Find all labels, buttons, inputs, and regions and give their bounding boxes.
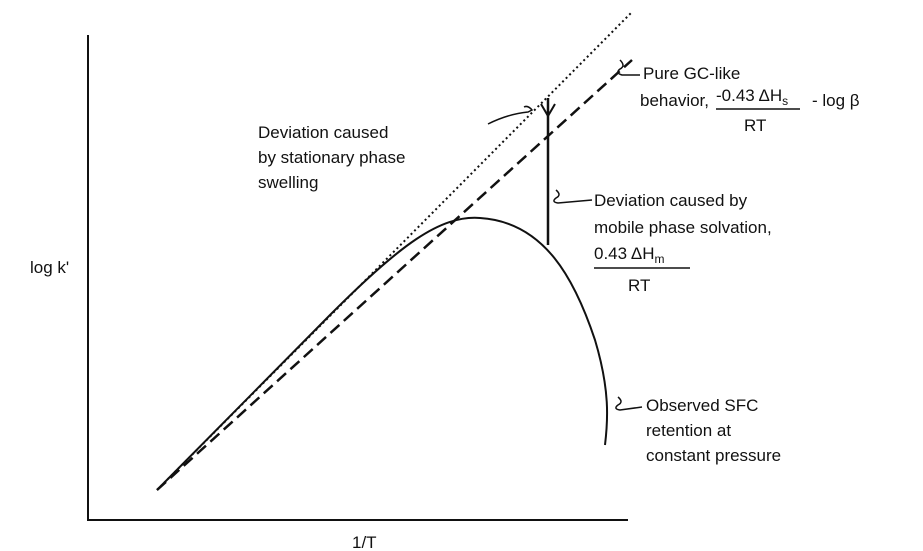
annotation-text: swelling [258,173,318,192]
dotted-line [156,11,633,491]
subscript: s [782,94,788,108]
annotation-text: Observed SFC [646,396,758,415]
annotation-text: mobile phase solvation, [594,218,772,237]
leader [615,396,643,411]
fraction-numerator: 0.43 ΔHm [594,244,665,266]
annotation-text: constant pressure [646,446,781,465]
fraction-denominator: RT [628,276,650,295]
annotation-text: behavior, [640,91,709,110]
annotation-text: by stationary phase [258,148,405,167]
subscript: m [655,252,665,266]
annotation-text: - log β [812,91,860,110]
annotation-text: retention at [646,421,731,440]
observed-curve [156,216,609,491]
leader [553,189,593,204]
dashed-line [156,59,633,491]
numerator-text: -0.43 ΔH [716,86,782,105]
annotation-text: Pure GC-like [643,64,740,83]
fraction-denominator: RT [744,116,766,135]
numerator-text: 0.43 ΔH [594,244,655,263]
fraction-numerator: -0.43 ΔHs [716,86,788,108]
leader [617,59,640,76]
annotation-text: Deviation caused by [594,191,748,210]
annotation-text: Deviation caused [258,123,388,142]
arrow-head [540,103,556,118]
leader [487,105,534,125]
y-axis-label: log k' [30,258,69,277]
x-axis-label: 1/T [352,533,377,551]
